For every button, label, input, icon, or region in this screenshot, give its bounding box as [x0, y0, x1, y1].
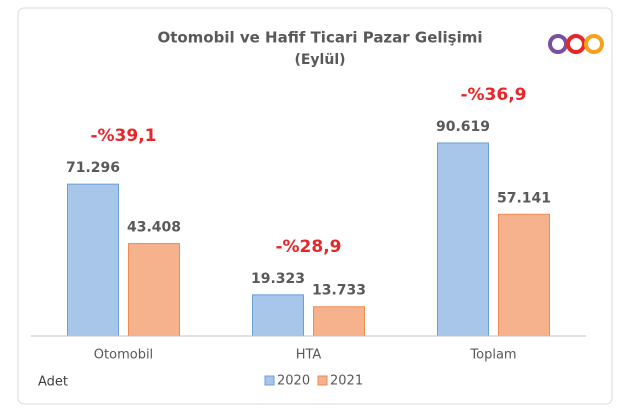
value-label: 57.141 [497, 190, 551, 206]
legend-swatch [317, 375, 328, 386]
value-label: 71.296 [66, 160, 120, 176]
x-tick-label: Toplam [469, 348, 516, 363]
bar [128, 243, 180, 337]
chart-title: Otomobil ve Hafif Ticari Pazar Gelişimi [157, 29, 482, 47]
logo [548, 34, 604, 54]
value-label: 90.619 [436, 119, 490, 135]
bar [252, 294, 304, 337]
annotation: -%28,9 [275, 237, 341, 257]
annotation: -%39,1 [90, 126, 156, 146]
x-tick-label: HTA [296, 348, 322, 363]
bar [498, 213, 550, 337]
x-tick-label: Otomobil [94, 348, 153, 363]
bar [67, 183, 119, 337]
bar [313, 306, 365, 337]
value-label: 43.408 [127, 220, 181, 236]
value-label: 13.733 [312, 283, 366, 299]
bar [437, 142, 489, 337]
legend-label: 2021 [330, 374, 363, 389]
chart-subtitle: (Eylül) [294, 52, 345, 68]
value-label: 19.323 [251, 271, 305, 287]
unit-label: Adet [38, 375, 68, 390]
legend-swatch [264, 375, 275, 386]
legend-label: 2020 [277, 374, 310, 389]
annotation: -%36,9 [460, 85, 526, 105]
